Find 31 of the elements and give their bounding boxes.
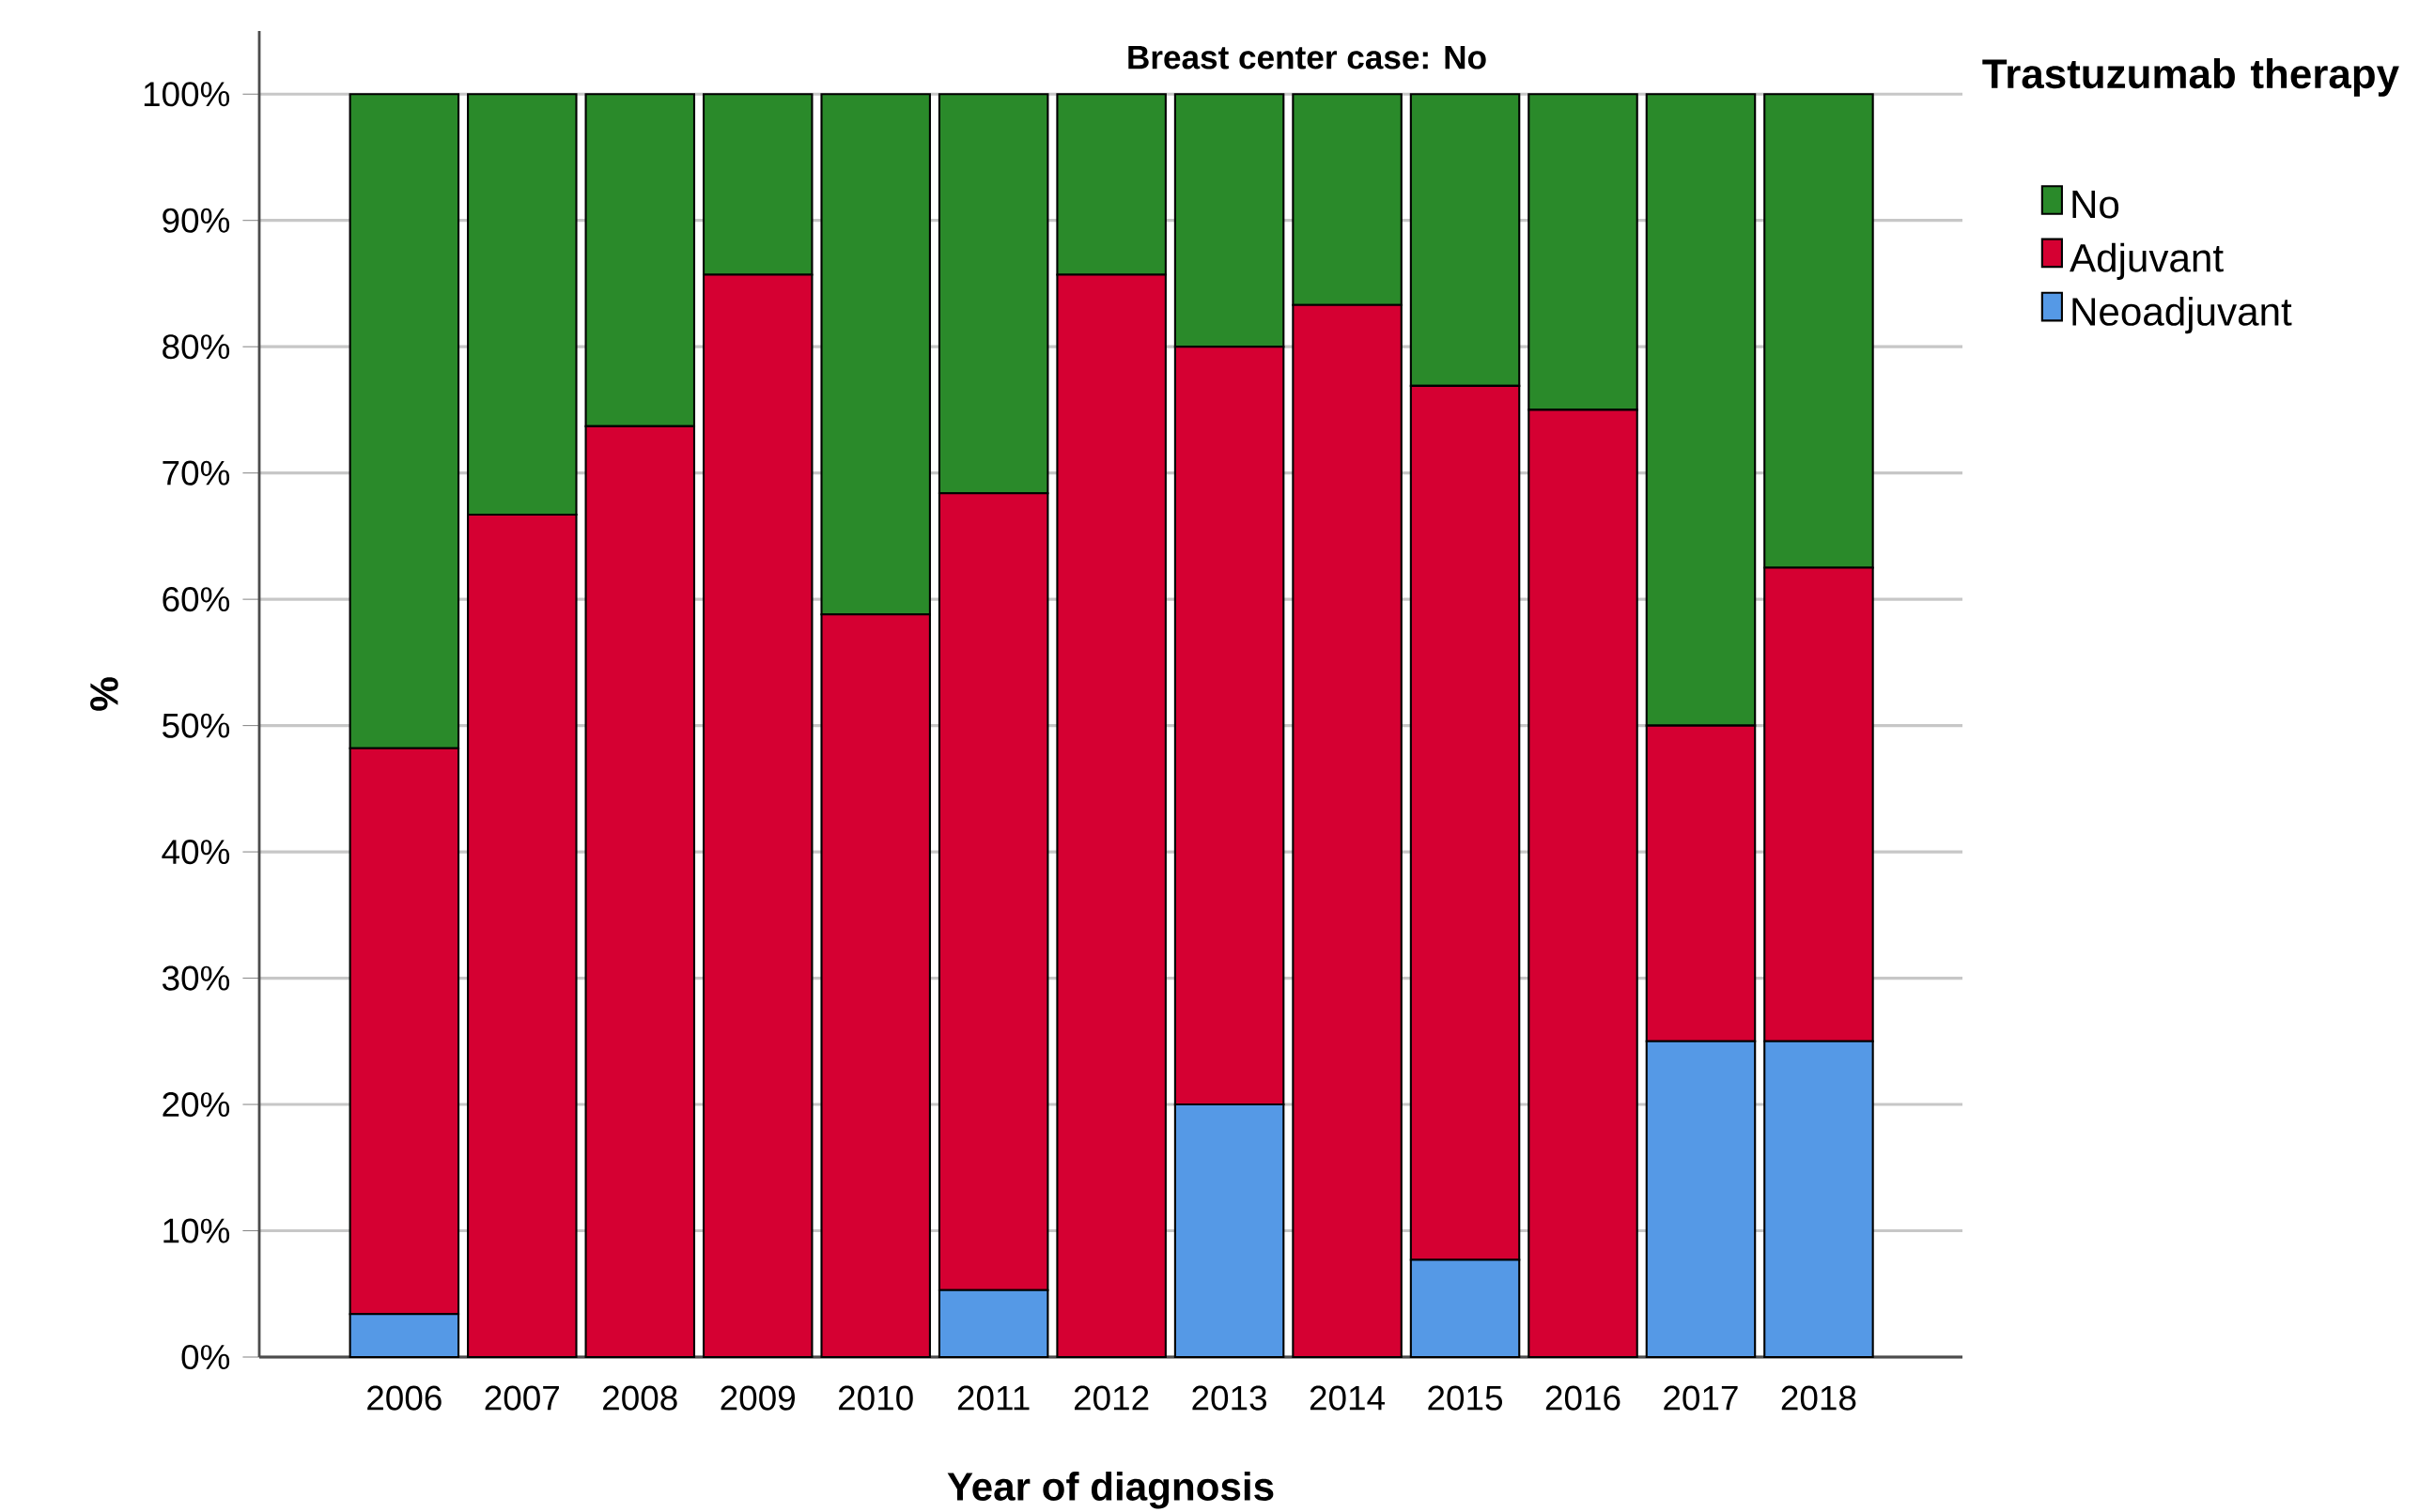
legend-label: Adjuvant: [2070, 242, 2224, 281]
y-tick-label: 70%: [163, 460, 230, 486]
x-tick-label: 2012: [1074, 1385, 1149, 1411]
x-tick-label: 2010: [839, 1385, 913, 1411]
y-tick-label: 50%: [163, 713, 230, 738]
x-tick-label: 2015: [1428, 1385, 1503, 1411]
y-tick-label: 10%: [163, 1218, 230, 1243]
y-tick-label: 90%: [163, 208, 230, 233]
y-tick-label: 30%: [162, 965, 230, 991]
x-tick-label: 2013: [1192, 1385, 1267, 1411]
x-tick-label: 2016: [1545, 1385, 1620, 1411]
y-tick-label: 100%: [144, 82, 230, 107]
x-tick-label: 2011: [957, 1385, 1030, 1411]
legend-label: Neoadjuvant: [2072, 296, 2292, 334]
y-tick-label: 20%: [163, 1092, 230, 1118]
x-tick-label: 2014: [1310, 1385, 1385, 1411]
x-tick-label: 2006: [367, 1385, 442, 1411]
legend-label: No: [2072, 191, 2119, 219]
x-tick-label: 2018: [1781, 1385, 1856, 1411]
y-tick-label: 0%: [181, 1344, 230, 1370]
x-axis-title: Year of diagnosis: [947, 1472, 1274, 1509]
x-tick-label: 2007: [485, 1385, 559, 1411]
x-tick-label: 2008: [603, 1385, 677, 1411]
y-axis-title: %: [90, 677, 118, 711]
y-tick-label: 40%: [162, 840, 230, 865]
chart-title: Breast center case: No: [1128, 46, 1486, 69]
x-tick-label: 2017: [1664, 1385, 1738, 1411]
legend-title: Trastuzumab therapy: [1982, 57, 2399, 97]
y-tick-label: 80%: [163, 334, 230, 360]
y-tick-label: 60%: [163, 587, 230, 612]
x-tick-label: 2009: [721, 1385, 795, 1411]
